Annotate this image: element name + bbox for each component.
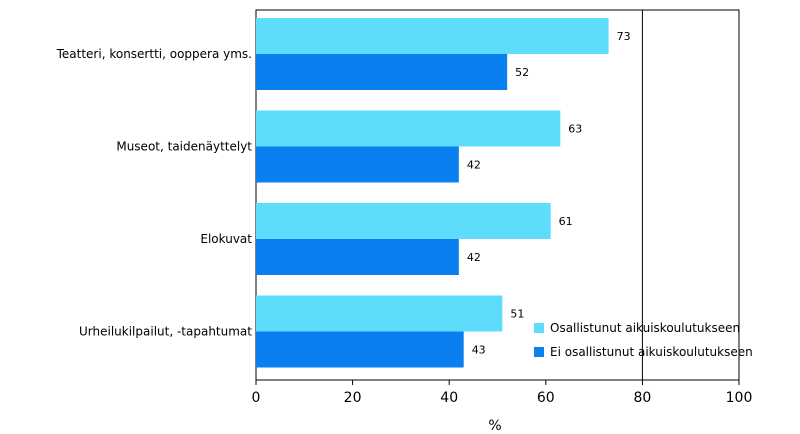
tick-label: 20: [344, 390, 362, 406]
bar-ei-osallistunut-1: [256, 146, 459, 183]
tick-label: 80: [633, 390, 651, 406]
bar-osallistunut-2: [256, 203, 551, 239]
category-label: Elokuvat: [200, 232, 252, 246]
data-label: 42: [467, 159, 481, 172]
bar-ei-osallistunut-2: [256, 239, 459, 275]
bar-ei-osallistunut-3: [256, 331, 464, 368]
data-label: 43: [472, 344, 486, 357]
x-axis-title: %: [488, 418, 501, 434]
legend: Osallistunut aikuiskoulutukseen Ei osalli…: [534, 321, 753, 359]
tick-label: 40: [440, 390, 458, 406]
tick-label: 60: [537, 390, 555, 406]
data-label: 63: [568, 123, 582, 136]
legend-swatch: [534, 323, 544, 333]
gridlines: [641, 10, 740, 380]
bars: [256, 18, 609, 368]
bar-osallistunut-0: [256, 18, 609, 54]
category-label: Museot, taidenäyttelyt: [116, 140, 252, 154]
data-label: 52: [515, 66, 529, 79]
data-label: 73: [617, 30, 631, 43]
bar-osallistunut-1: [256, 110, 561, 147]
data-label: 51: [510, 308, 524, 321]
legend-label: Ei osallistunut aikuiskoulutukseen: [550, 345, 753, 359]
category-labels: Teatteri, konsertti, ooppera yms. Museot,…: [56, 47, 253, 339]
tick-label: 100: [726, 390, 753, 406]
bar-ei-osallistunut-0: [256, 54, 508, 90]
tick-label: 0: [252, 390, 261, 406]
legend-label: Osallistunut aikuiskoulutukseen: [550, 321, 740, 335]
bar-osallistunut-3: [256, 295, 503, 332]
category-label: Urheilukilpailut, -tapahtumat: [79, 325, 252, 339]
category-label: Teatteri, konsertti, ooppera yms.: [56, 47, 252, 61]
data-label: 42: [467, 251, 481, 264]
legend-swatch: [534, 347, 544, 357]
data-label: 61: [559, 215, 573, 228]
x-axis-ticks: 0 20 40 60 80 100: [252, 380, 753, 406]
data-labels: 73 52 63 42 61 42 51 43: [467, 30, 631, 357]
